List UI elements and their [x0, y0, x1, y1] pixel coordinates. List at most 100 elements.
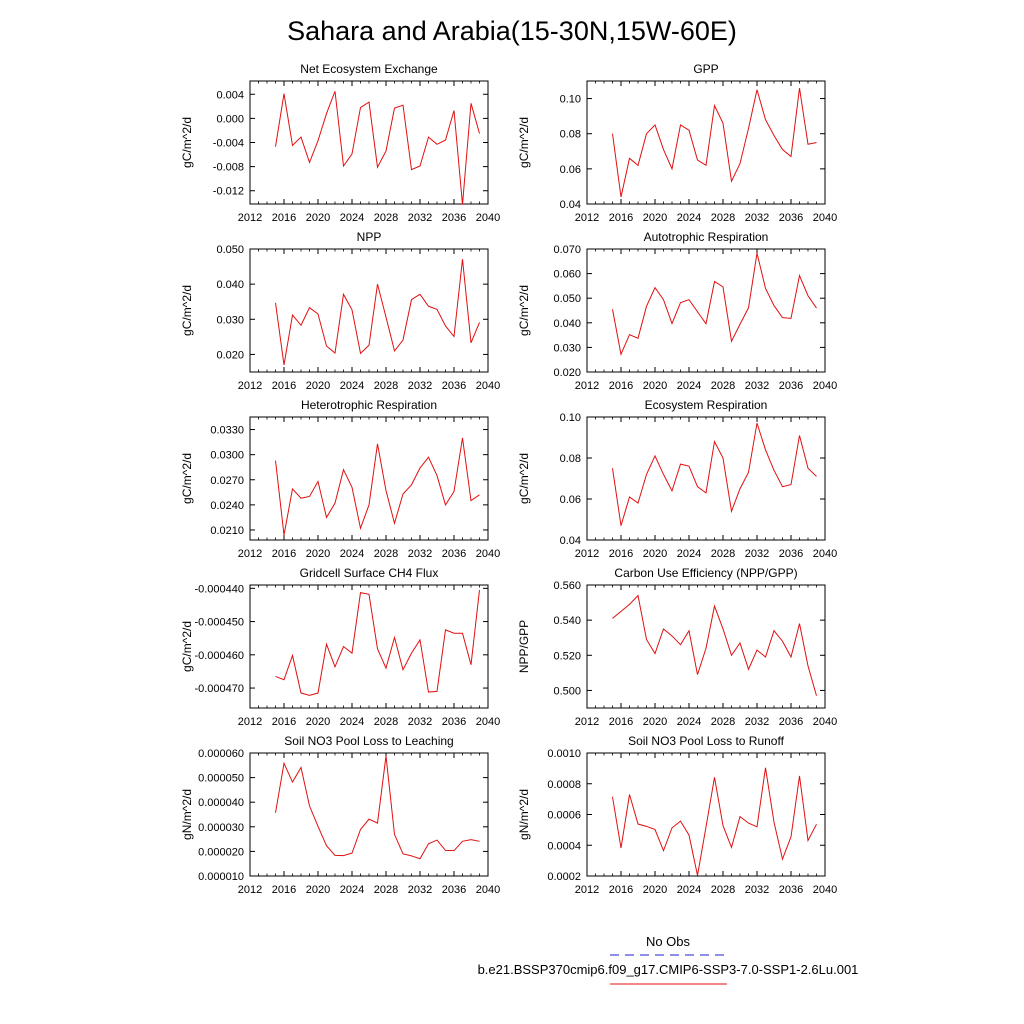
y-tick-label: 0.060 — [553, 269, 581, 281]
y-tick-label: 0.020 — [553, 367, 581, 379]
x-tick-label: 2036 — [442, 884, 466, 896]
y-tick-label: 0.0300 — [210, 450, 244, 462]
x-tick-label: 2028 — [374, 548, 398, 560]
series-line — [612, 253, 817, 356]
y-tick-label: 0.020 — [216, 349, 244, 361]
x-tick-label: 2024 — [677, 380, 701, 392]
panel-npp: NPP gC/m^2/d 2012 2016 2020 2024 2028 2032 2036 2… — [180, 230, 500, 392]
panel-ecosystem-respiration: Ecosystem Respiration gC/m^2/d 2012 2016 202… — [517, 398, 837, 560]
panel-carbon-use-efficiency-npp-gpp: Carbon Use Efficiency (NPP/GPP) NPP/GPP 20… — [517, 566, 837, 728]
x-tick-label: 2036 — [442, 380, 466, 392]
x-tick-label: 2040 — [476, 380, 500, 392]
x-tick-label: 2016 — [609, 548, 633, 560]
x-tick-label: 2028 — [711, 212, 735, 224]
y-tick-label: 0.0330 — [210, 425, 244, 437]
y-tick-label: 0.08 — [560, 129, 581, 141]
x-tick-label: 2012 — [575, 380, 599, 392]
y-tick-label: 0.050 — [216, 244, 244, 256]
page-title: Sahara and Arabia(15-30N,15W-60E) — [287, 16, 737, 46]
x-tick-label: 2020 — [643, 380, 667, 392]
x-tick-label: 2032 — [745, 884, 769, 896]
series-line — [275, 91, 480, 205]
x-tick-label: 2032 — [408, 380, 432, 392]
x-tick-label: 2024 — [340, 884, 364, 896]
y-tick-label: -0.000460 — [194, 650, 244, 662]
x-tick-label: 2036 — [779, 548, 803, 560]
x-tick-label: 2028 — [711, 380, 735, 392]
x-tick-label: 2024 — [677, 212, 701, 224]
y-tick-label: 0.0270 — [210, 475, 244, 487]
plot-frame — [249, 584, 489, 709]
y-tick-label: 0.10 — [560, 94, 581, 106]
x-tick-label: 2028 — [374, 884, 398, 896]
x-tick-label: 2012 — [575, 884, 599, 896]
panel-gpp: GPP gC/m^2/d 2012 2016 2020 2024 2028 2032 2036 2… — [517, 62, 837, 224]
y-tick-label: 0.0002 — [547, 871, 581, 883]
panel-autotrophic-respiration: Autotrophic Respiration gC/m^2/d 2012 2016 2… — [517, 230, 837, 392]
x-tick-label: 2036 — [442, 716, 466, 728]
y-tick-label: 0.10 — [560, 412, 581, 424]
y-tick-label: 0.030 — [216, 314, 244, 326]
x-tick-label: 2016 — [272, 884, 296, 896]
y-tick-label: -0.000440 — [194, 583, 244, 595]
x-tick-label: 2020 — [643, 548, 667, 560]
panel-title: Autotrophic Respiration — [644, 230, 769, 244]
x-tick-label: 2024 — [677, 716, 701, 728]
y-tick-label: 0.06 — [560, 494, 581, 506]
y-tick-label: 0.0008 — [547, 779, 581, 791]
x-tick-label: 2040 — [476, 212, 500, 224]
series-line — [612, 594, 817, 696]
legend-obs-label: No Obs — [646, 934, 691, 949]
y-tick-label: 0.000040 — [198, 797, 244, 809]
x-tick-label: 2040 — [813, 212, 837, 224]
x-tick-label: 2020 — [306, 548, 330, 560]
y-tick-label: 0.0210 — [210, 525, 244, 537]
y-tick-label: 0.030 — [553, 342, 581, 354]
y-tick-label: 0.06 — [560, 164, 581, 176]
x-tick-label: 2024 — [340, 212, 364, 224]
legend: No Obs b.e21.BSSP370cmip6.f09_g17.CMIP6-… — [478, 934, 858, 985]
y-tick-label: 0.0240 — [210, 500, 244, 512]
panel-title: NPP — [357, 230, 382, 244]
x-tick-label: 2024 — [677, 548, 701, 560]
x-tick-label: 2012 — [238, 548, 262, 560]
y-tick-label: 0.540 — [553, 615, 581, 627]
y-tick-label: 0.000030 — [198, 822, 244, 834]
series-line — [275, 589, 480, 696]
x-tick-label: 2020 — [306, 716, 330, 728]
y-axis-label: gN/m^2/d — [180, 789, 194, 840]
x-tick-label: 2012 — [575, 212, 599, 224]
y-tick-label: 0.0010 — [547, 748, 581, 760]
y-axis-label: gC/m^2/d — [180, 453, 194, 504]
y-tick-label: 0.040 — [216, 279, 244, 291]
x-tick-label: 2020 — [306, 884, 330, 896]
plot-frame — [249, 416, 489, 541]
x-tick-label: 2040 — [813, 716, 837, 728]
y-tick-label: 0.000050 — [198, 773, 244, 785]
x-tick-label: 2036 — [442, 212, 466, 224]
y-axis-label: gN/m^2/d — [517, 789, 531, 840]
x-tick-label: 2020 — [643, 716, 667, 728]
plot-frame — [249, 752, 489, 877]
x-tick-label: 2016 — [609, 884, 633, 896]
x-tick-label: 2016 — [272, 716, 296, 728]
y-tick-label: 0.520 — [553, 650, 581, 662]
x-tick-label: 2036 — [442, 548, 466, 560]
x-tick-label: 2020 — [643, 884, 667, 896]
panel-title: Net Ecosystem Exchange — [300, 62, 438, 76]
panel-title: Heterotrophic Respiration — [301, 398, 437, 412]
y-tick-label: 0.050 — [553, 293, 581, 305]
x-tick-label: 2016 — [272, 548, 296, 560]
x-tick-label: 2036 — [779, 212, 803, 224]
x-tick-label: 2012 — [575, 548, 599, 560]
y-tick-label: 0.0004 — [547, 840, 581, 852]
y-tick-label: 0.560 — [553, 580, 581, 592]
x-tick-label: 2028 — [711, 884, 735, 896]
x-tick-label: 2016 — [272, 212, 296, 224]
x-tick-label: 2040 — [813, 548, 837, 560]
panel-soil-no3-pool-loss-to-runoff: Soil NO3 Pool Loss to Runoff gN/m^2/d 2012… — [517, 734, 837, 896]
x-tick-label: 2032 — [408, 716, 432, 728]
y-tick-label: 0.04 — [560, 535, 581, 547]
x-tick-label: 2024 — [677, 884, 701, 896]
